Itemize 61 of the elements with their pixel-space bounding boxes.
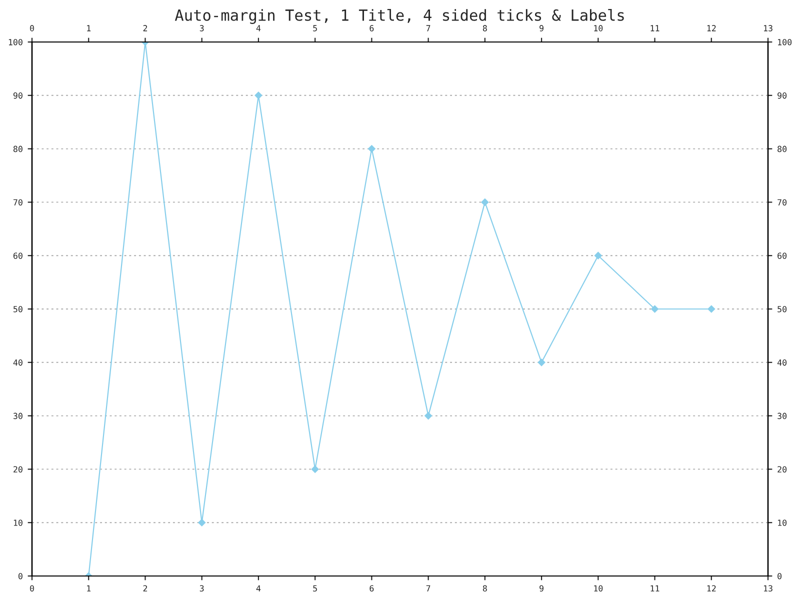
y-tick-label: 90 (13, 92, 22, 99)
y2-tick-label: 50 (778, 306, 787, 312)
x2-tick-label: 4 (256, 25, 261, 32)
x-tick-label: 13 (764, 585, 772, 592)
x2-tick-label: 8 (482, 25, 487, 32)
point (594, 252, 602, 260)
y-tick-label: 10 (14, 520, 22, 526)
x-tick-label: 12 (707, 585, 716, 592)
y-tick-label: 100 (8, 39, 22, 46)
point (424, 412, 432, 420)
y2-tick-label: 100 (778, 39, 792, 46)
y2-tick-label: 60 (778, 252, 787, 259)
y-tick-label: 0 (18, 573, 22, 580)
point (311, 465, 320, 474)
x-tick-label: 3 (200, 585, 204, 592)
x-tick-label: 11 (650, 585, 660, 592)
x2-tick-label: 6 (370, 25, 374, 32)
point (480, 198, 489, 206)
x-tick-label: 2 (143, 585, 148, 592)
x2-tick-label: 9 (540, 25, 544, 32)
x2-tick-label: 7 (426, 25, 430, 32)
y-tick-label: 60 (13, 252, 22, 259)
y-tick-label: 80 (13, 146, 22, 152)
point (707, 305, 716, 313)
y2-tick-label: 30 (778, 412, 787, 420)
y2-tick-label: 20 (778, 466, 787, 473)
chart-title: Auto-margin Test, 1 Title, 4 sided ticks & Labels (174, 9, 624, 24)
y-tick-label: 50 (14, 306, 22, 312)
y-tick-label: 70 (14, 199, 22, 206)
x-tick-label: 10 (594, 585, 603, 592)
x-tick-label: 5 (313, 585, 317, 592)
x-tick-label: 4 (256, 585, 261, 592)
y2-tick-label: 70 (778, 199, 787, 206)
y-tick-label: 30 (13, 412, 22, 420)
y2-tick-label: 10 (778, 520, 787, 526)
x2-tick-label: 2 (143, 25, 148, 32)
y2-tick-label: 90 (778, 92, 787, 99)
y2-tick-label: 0 (778, 573, 782, 580)
x-tick-label: 1 (87, 585, 91, 592)
x-tick-label: 8 (482, 585, 487, 592)
point (368, 144, 376, 153)
x2-tick-label: 1 (87, 25, 91, 32)
x2-tick-label: 11 (650, 25, 660, 32)
x-tick-label: 6 (370, 585, 374, 592)
x2-tick-label: 0 (30, 25, 34, 32)
x-tick-label: 7 (426, 585, 430, 592)
point (538, 358, 546, 366)
x2-tick-label: 10 (594, 25, 603, 32)
x2-tick-label: 13 (764, 25, 772, 32)
y-tick-label: 20 (14, 466, 22, 473)
y2-tick-label: 80 (778, 146, 787, 152)
y-tick-label: 40 (13, 359, 22, 366)
point (650, 305, 659, 313)
x-tick-label: 9 (540, 585, 544, 592)
x-tick-label: 0 (30, 585, 34, 592)
x2-tick-label: 12 (707, 25, 716, 32)
x2-tick-label: 5 (313, 25, 317, 32)
point (254, 91, 262, 100)
point (198, 518, 206, 527)
x2-tick-label: 3 (200, 25, 204, 32)
y2-tick-label: 40 (777, 359, 787, 366)
